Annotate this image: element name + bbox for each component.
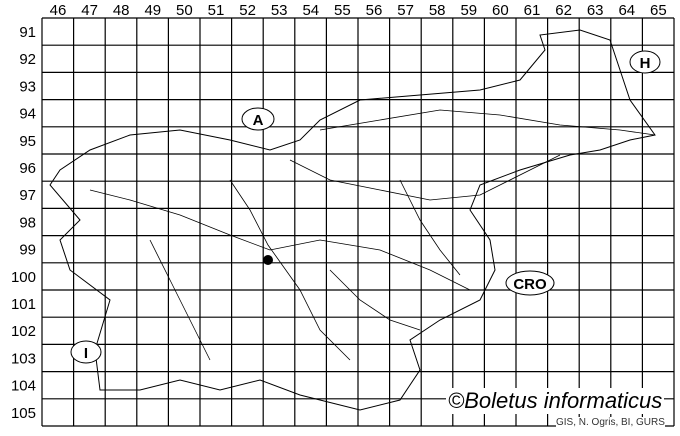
- column-label: 48: [113, 2, 130, 19]
- country-border: [49, 29, 656, 411]
- row-label: 100: [11, 269, 36, 286]
- column-label: 54: [302, 2, 319, 19]
- column-label: 53: [271, 2, 288, 19]
- column-label: 52: [239, 2, 256, 19]
- column-label: 50: [176, 2, 193, 19]
- rivers: [89, 109, 656, 361]
- column-label: 57: [397, 2, 414, 19]
- column-label: 60: [492, 2, 509, 19]
- column-label: 61: [524, 2, 541, 19]
- row-label: 94: [19, 106, 36, 123]
- column-label: 55: [334, 2, 351, 19]
- label-hungary: H: [629, 50, 661, 74]
- grid: [41, 17, 675, 427]
- column-label: 64: [618, 2, 635, 19]
- row-labels: 91 92 93 94 95 96 97 98 99 100 101 102 103 104 105: [11, 24, 36, 422]
- column-labels: 46 47 48 49 50 51 52 53 54 55 56 57 58 59 60 61 62 63 64 65: [50, 2, 667, 19]
- row-label: 103: [11, 350, 36, 367]
- row-label: 93: [19, 78, 36, 95]
- svg-text:I: I: [84, 345, 88, 362]
- row-label: 95: [19, 133, 36, 150]
- column-label: 65: [650, 2, 667, 19]
- column-label: 59: [460, 2, 477, 19]
- column-label: 63: [587, 2, 604, 19]
- column-label: 49: [144, 2, 161, 19]
- column-label: 46: [50, 2, 67, 19]
- source-text: GIS, N. Ogris, BI, GURS: [556, 417, 665, 428]
- row-label: 102: [11, 323, 36, 340]
- label-italy: I: [70, 340, 102, 364]
- svg-text:H: H: [640, 55, 651, 72]
- row-label: 92: [19, 51, 36, 68]
- row-label: 104: [11, 378, 36, 395]
- column-label: 62: [555, 2, 572, 19]
- row-label: 97: [19, 187, 36, 204]
- row-label: 98: [19, 214, 36, 231]
- credit-text: ©Boletus informaticus: [446, 388, 665, 414]
- column-label: 58: [429, 2, 446, 19]
- column-label: 56: [366, 2, 383, 19]
- svg-text:A: A: [253, 112, 264, 129]
- column-label: 47: [81, 2, 98, 19]
- row-label: 99: [19, 242, 36, 259]
- location-marker: [263, 255, 273, 265]
- row-label: 91: [19, 24, 36, 41]
- row-label: 96: [19, 160, 36, 177]
- svg-text:CRO: CRO: [513, 276, 547, 293]
- row-label: 105: [11, 405, 36, 422]
- row-label: 101: [11, 296, 36, 313]
- label-austria: A: [241, 107, 275, 131]
- column-label: 51: [208, 2, 225, 19]
- label-croatia: CRO: [505, 270, 555, 296]
